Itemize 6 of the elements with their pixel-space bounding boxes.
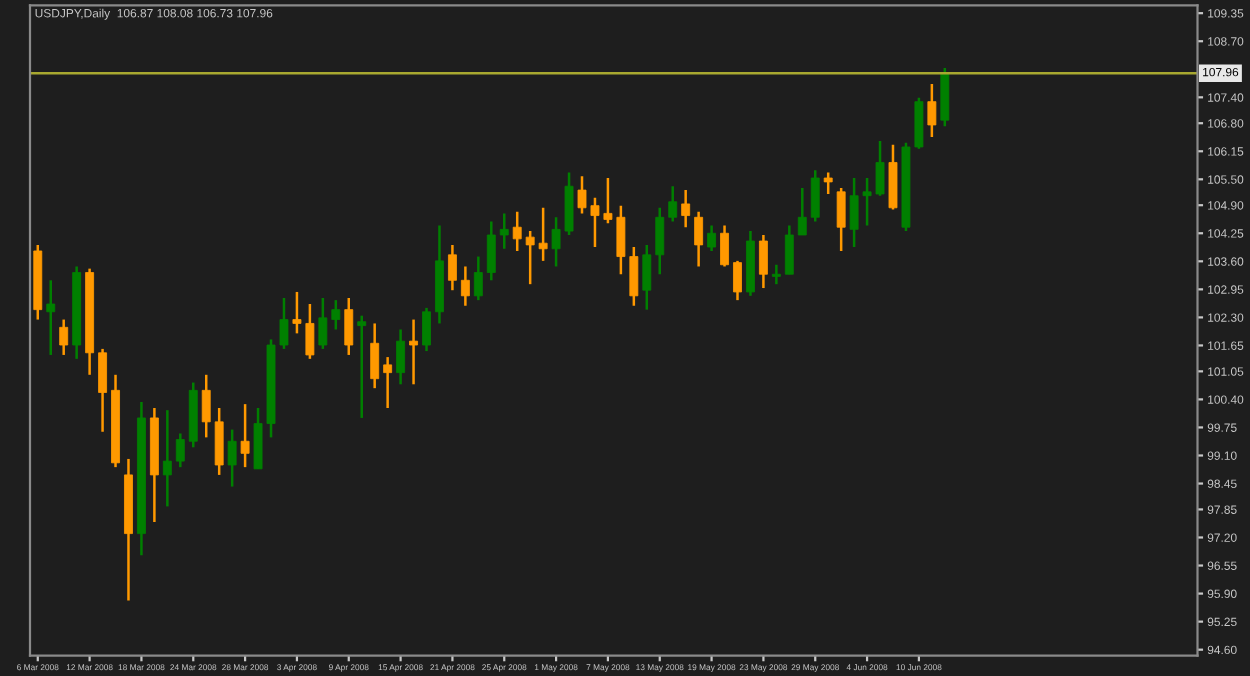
candlestick: [888, 143, 898, 211]
candlestick: [823, 171, 833, 196]
candlestick: [927, 82, 937, 139]
candlestick: [227, 428, 237, 488]
candlestick: [836, 186, 846, 253]
candlestick: [240, 402, 250, 469]
